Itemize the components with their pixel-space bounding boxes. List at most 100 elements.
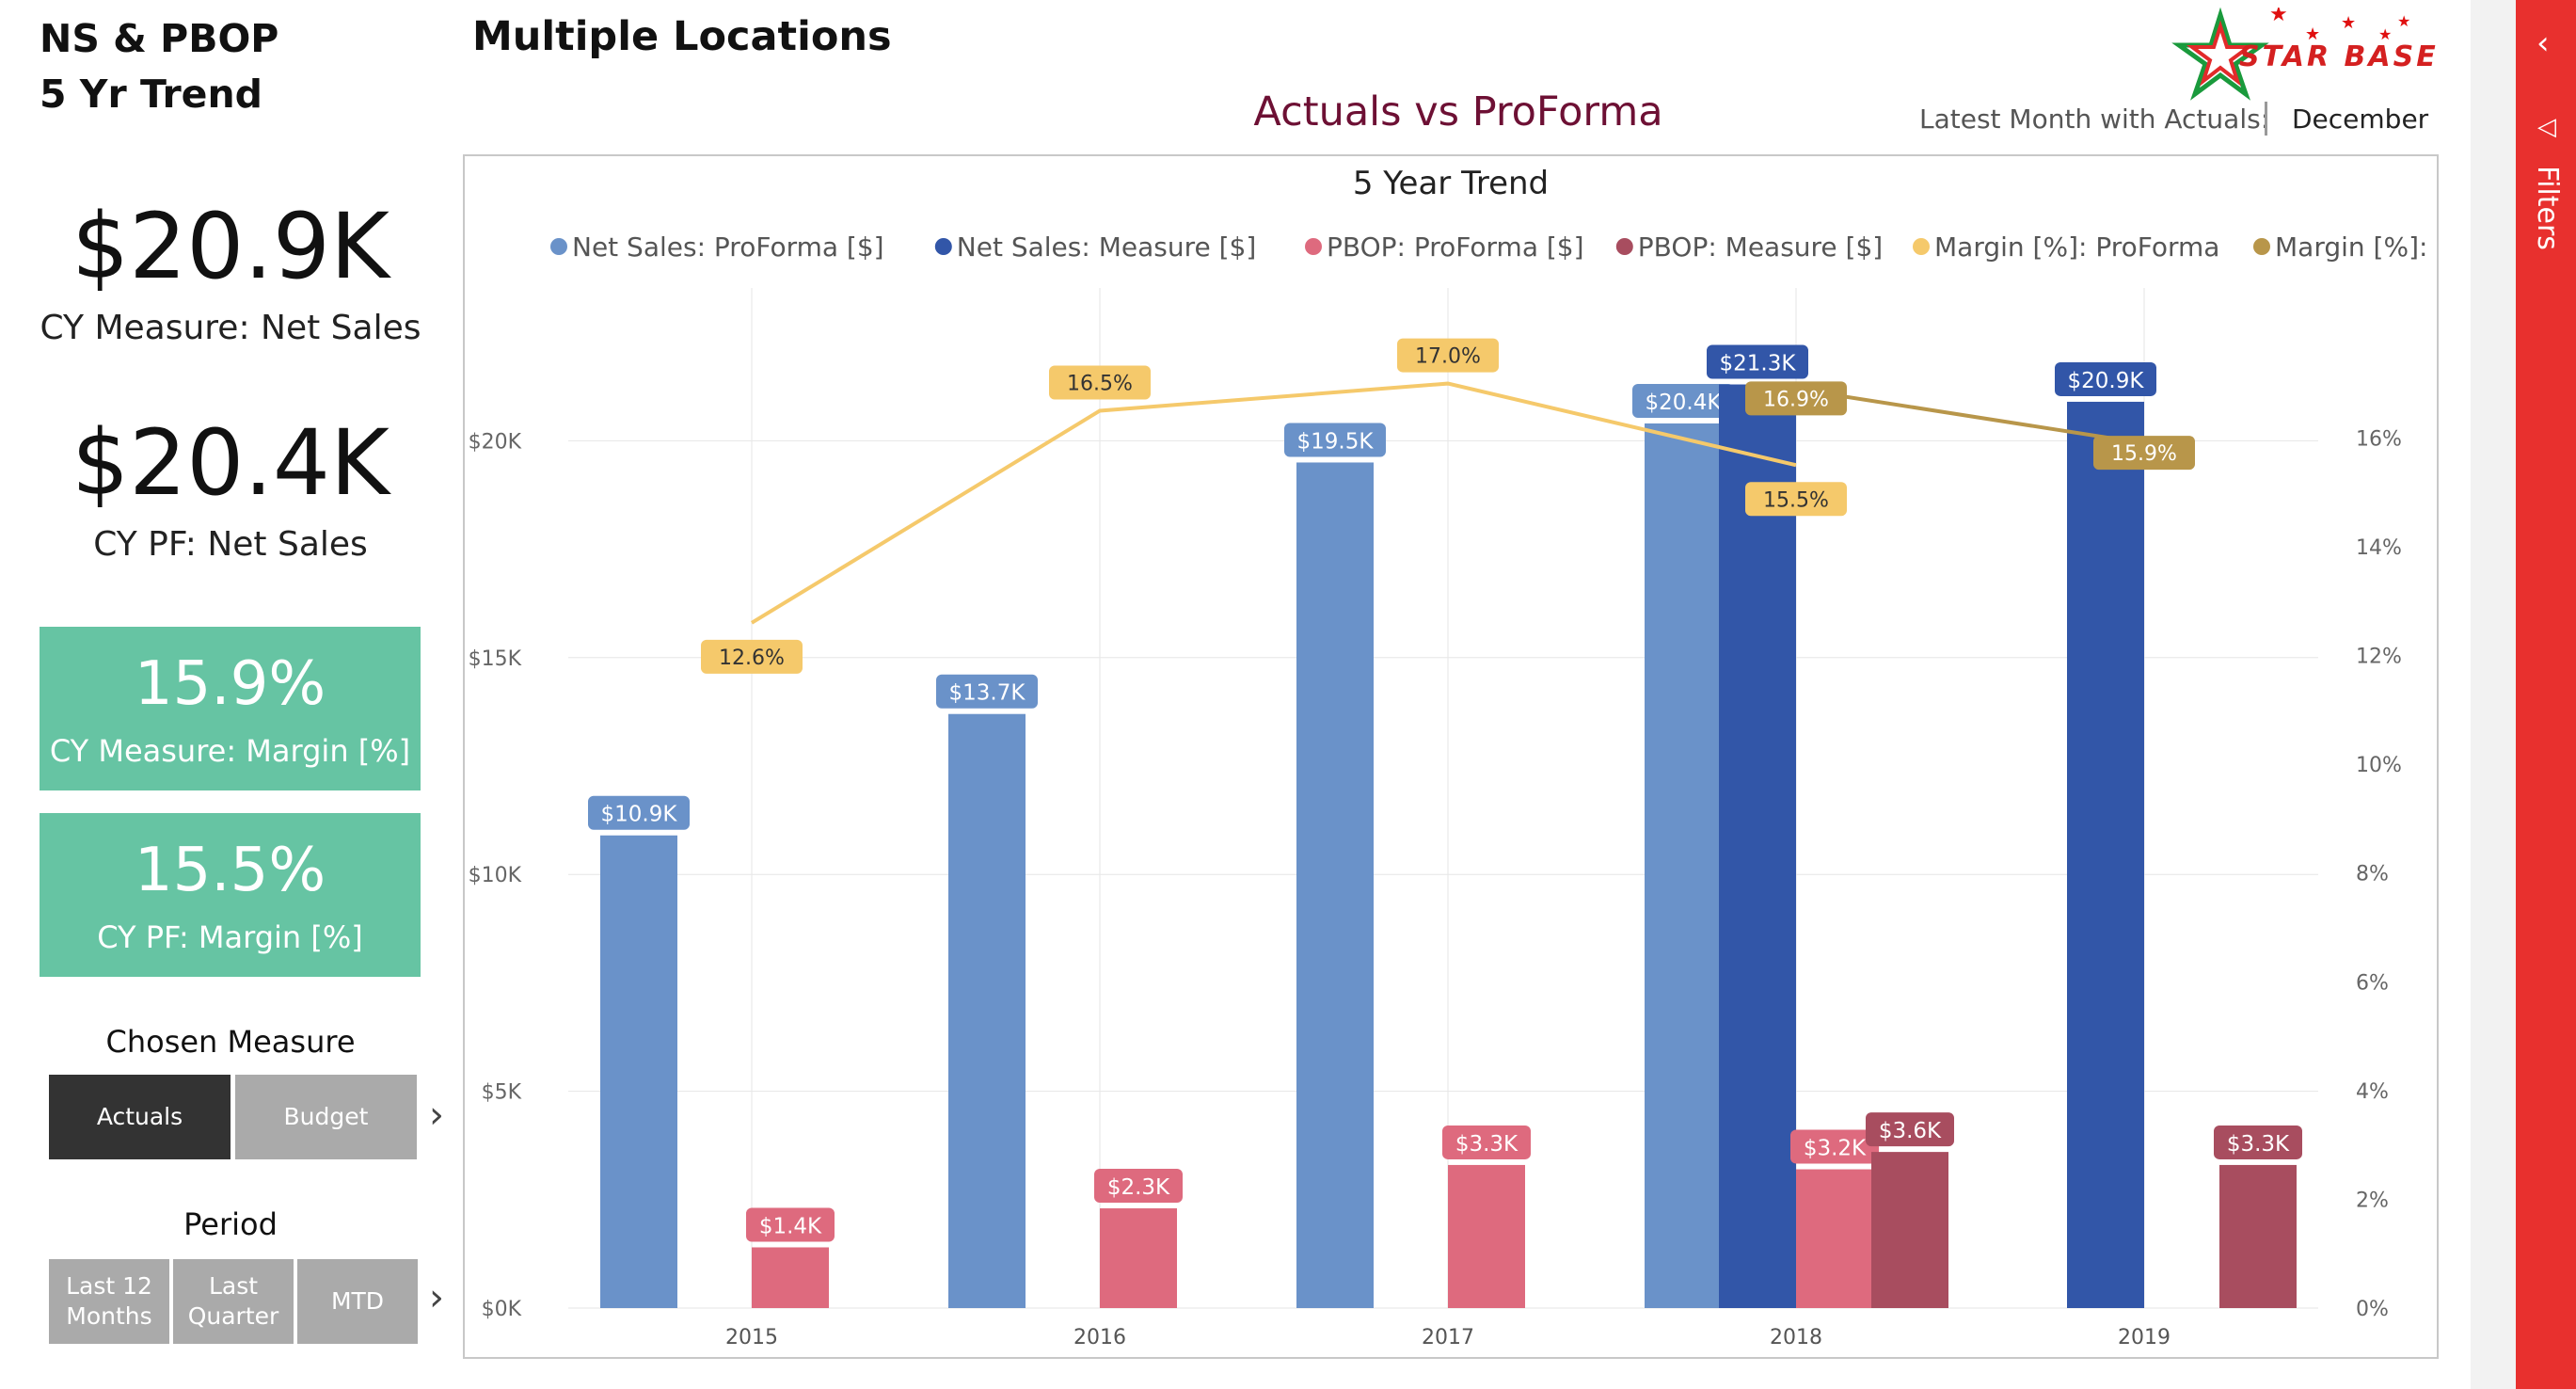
line-label-0-3-bg	[1745, 482, 1847, 517]
margin-pf-label: CY PF: Margin [%]	[97, 919, 363, 955]
bar-label-2-0: $1.4K	[759, 1214, 822, 1238]
y-left-tick: $10K	[469, 864, 522, 887]
kpi-ns-pf-value: $20.4K	[72, 410, 390, 516]
y-right-tick: 12%	[2356, 646, 2402, 669]
y-right-tick: 16%	[2356, 427, 2402, 451]
period-slicer-next-icon[interactable]: ›	[429, 1276, 444, 1319]
legend-label-1: Net Sales: Measure [$]	[957, 232, 1256, 263]
latest-month-value: December	[2292, 104, 2429, 135]
filters-label[interactable]: Filters	[2531, 166, 2564, 250]
bar-label-3-3-bg	[1866, 1112, 1954, 1147]
latest-month-divider	[2265, 102, 2267, 136]
bar-label-0-3-bg	[1632, 383, 1734, 418]
svg-text:★: ★	[2341, 13, 2356, 33]
chart-heading: Actuals vs ProForma	[1253, 88, 1663, 136]
filter-funnel-icon[interactable]: ◁	[2537, 113, 2556, 141]
bar-label-2-1: $2.3K	[1107, 1175, 1170, 1200]
legend-marker-4	[1913, 238, 1930, 255]
slicer-budget-button[interactable]: Budget	[235, 1075, 417, 1159]
svg-text:★: ★	[2378, 25, 2392, 43]
measure-slicer-title: Chosen Measure	[105, 1024, 356, 1060]
legend-marker-1	[934, 238, 952, 255]
kpi-ns-measure-value: $20.9K	[72, 194, 390, 299]
bar-label-1-3: $21.3K	[1720, 352, 1797, 376]
bar-label-0-1-bg	[936, 674, 1038, 709]
report-title: NS & PBOP 5 Yr Trend	[40, 11, 278, 122]
svg-text:★: ★	[2397, 12, 2410, 30]
legend-label-5: Margin [%]: Measure	[2275, 232, 2437, 263]
bar-0-1	[948, 713, 1026, 1308]
bar-label-2-2-bg	[1442, 1125, 1531, 1159]
bar-label-2-1-bg	[1094, 1169, 1183, 1204]
y-left-tick: $15K	[469, 647, 522, 671]
bar-label-0-2-bg	[1284, 423, 1386, 457]
period-mtd-button[interactable]: MTD	[297, 1259, 418, 1344]
report-title-line2: 5 Yr Trend	[40, 72, 263, 117]
legend-label-2: PBOP: ProForma [$]	[1327, 232, 1584, 263]
y-right-tick: 14%	[2356, 536, 2402, 560]
line-label-0-1: 16.5%	[1067, 372, 1133, 395]
bar-label-1-3-bg	[1707, 344, 1808, 379]
report-title-line1: NS & PBOP	[40, 16, 279, 61]
line-label-0-0-bg	[701, 639, 803, 674]
line-series-1	[1795, 387, 2145, 446]
line-label-0-3: 15.5%	[1763, 488, 1829, 512]
bar-label-1-4: $20.9K	[2068, 369, 2145, 393]
svg-text:★: ★	[2269, 8, 2288, 26]
bar-label-3-3: $3.6K	[1879, 1119, 1942, 1143]
slicer-actuals-button[interactable]: Actuals	[49, 1075, 231, 1159]
y-right-tick: 4%	[2356, 1080, 2389, 1104]
y-right-tick: 0%	[2356, 1298, 2389, 1321]
margin-pf-value: 15.5%	[134, 836, 326, 905]
page-title: Multiple Locations	[472, 13, 892, 60]
line-label-0-1-bg	[1049, 365, 1151, 400]
legend-marker-3	[1615, 238, 1633, 255]
x-tick-label: 2017	[1422, 1326, 1474, 1349]
y-left-tick: $20K	[469, 430, 522, 454]
measure-slicer-next-icon[interactable]: ›	[429, 1094, 444, 1137]
line-label-1-3: 16.9%	[1763, 388, 1829, 411]
bar-3-4	[2219, 1164, 2297, 1308]
bar-1-4	[2067, 401, 2144, 1308]
bar-0-3	[1645, 423, 1722, 1308]
bar-label-0-1: $13.7K	[949, 681, 1026, 706]
period-last-quarter-button[interactable]: Last Quarter	[173, 1259, 294, 1344]
legend-label-0: Net Sales: ProForma [$]	[572, 232, 884, 263]
margin-pf-card: 15.5% CY PF: Margin [%]	[40, 813, 421, 977]
bar-1-3	[1719, 384, 1796, 1309]
y-left-tick: $0K	[482, 1298, 522, 1321]
line-label-1-4: 15.9%	[2111, 442, 2177, 466]
period-last12-button[interactable]: Last 12 Months	[49, 1259, 169, 1344]
y-left-tick: $5K	[482, 1081, 522, 1105]
canvas-scroll-strip	[2471, 0, 2516, 1389]
kpi-ns-pf-label: CY PF: Net Sales	[93, 525, 368, 564]
line-label-0-0: 12.6%	[719, 647, 785, 670]
chart-panel: 5 Year Trend Net Sales: ProForma [$] Net S…	[463, 154, 2439, 1359]
bar-2-1	[1100, 1208, 1177, 1308]
legend-marker-2	[1305, 238, 1322, 255]
x-tick-label: 2015	[725, 1326, 778, 1349]
bar-2-0	[752, 1247, 829, 1308]
bar-label-2-0-bg	[746, 1207, 835, 1242]
bar-label-0-2: $19.5K	[1297, 429, 1375, 454]
legend-label-4: Margin [%]: ProForma	[1934, 232, 2219, 263]
bar-label-1-4-bg	[2055, 361, 2156, 396]
bar-label-0-0-bg	[588, 795, 690, 830]
line-label-0-2: 17.0%	[1415, 345, 1481, 369]
kpi-ns-measure-label: CY Measure: Net Sales	[40, 309, 421, 347]
latest-month-label: Latest Month with Actuals:	[1919, 104, 2270, 135]
x-tick-label: 2019	[2118, 1326, 2171, 1349]
bar-label-3-4: $3.3K	[2227, 1132, 2290, 1157]
y-right-tick: 2%	[2356, 1189, 2389, 1212]
x-tick-label: 2018	[1770, 1326, 1822, 1349]
bar-label-2-2: $3.3K	[1455, 1132, 1519, 1157]
line-label-0-2-bg	[1397, 338, 1499, 373]
line-label-1-4-bg	[2093, 436, 2195, 471]
combo-chart: 5 Year Trend Net Sales: ProForma [$] Net S…	[469, 165, 2437, 1349]
bar-0-2	[1296, 462, 1374, 1308]
period-slicer-title: Period	[183, 1206, 278, 1242]
filters-pane[interactable]	[2516, 0, 2576, 1389]
collapse-filters-icon[interactable]: ‹	[2536, 24, 2550, 62]
margin-measure-card: 15.9% CY Measure: Margin [%]	[40, 627, 421, 790]
legend-label-3: PBOP: Measure [$]	[1638, 232, 1883, 263]
